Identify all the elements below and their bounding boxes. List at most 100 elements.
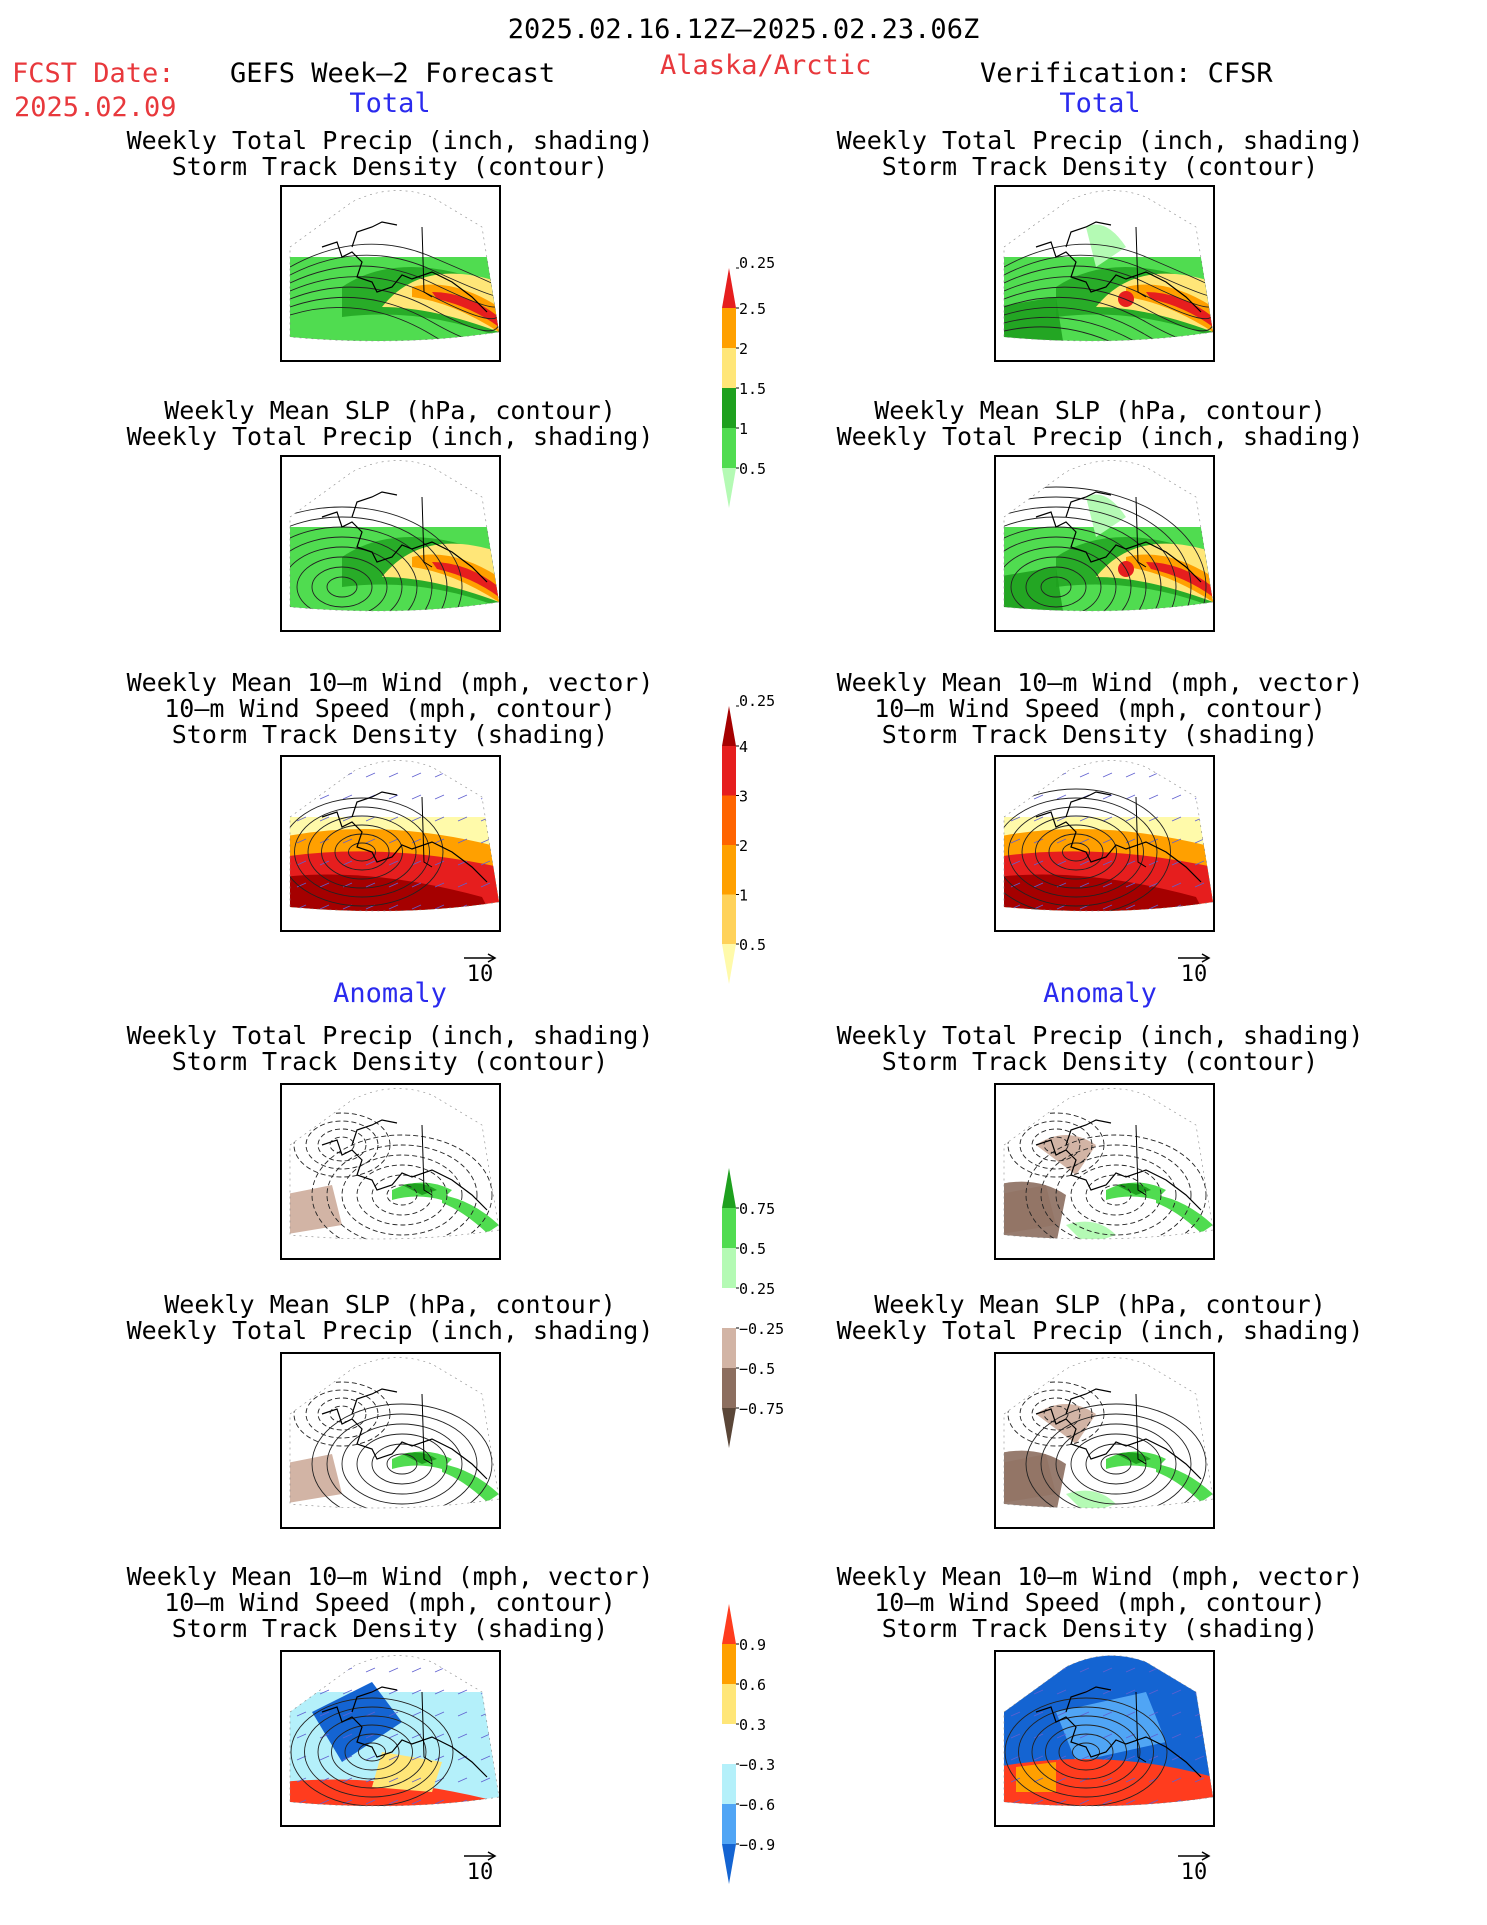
map-boundary [1003, 190, 1213, 342]
shading [290, 1779, 499, 1807]
title-r6-left-1: Weekly Mean 10–m Wind (mph, vector) [126, 1562, 654, 1591]
coastline [1035, 1139, 1202, 1211]
wind-vector [1079, 816, 1090, 822]
wind-vector [411, 882, 422, 888]
wind-vector [457, 816, 468, 822]
wind-vector [388, 1777, 399, 1783]
map-total-precip-verification [994, 185, 1215, 362]
colorbar-tick-label: 2 [739, 340, 748, 358]
map-anom-wind-forecast [280, 1650, 501, 1827]
contour-line [1004, 536, 1132, 612]
contour-line [1004, 326, 1213, 342]
wind-vector [319, 1689, 330, 1695]
arrow-head [1201, 953, 1211, 963]
wind-vector [457, 794, 468, 800]
contour-line [305, 1120, 379, 1170]
wind-vector [1194, 860, 1205, 866]
wind-vector [319, 794, 330, 800]
border-line [1135, 1393, 1147, 1465]
wind-vector [1033, 882, 1044, 888]
wind-vector [388, 772, 399, 778]
wind-vector [1010, 1777, 1021, 1783]
coastline [321, 1408, 488, 1480]
contour-line [1070, 1433, 1162, 1495]
contour-line [1035, 824, 1117, 880]
wind-vector [1171, 1689, 1182, 1695]
contour-line [334, 833, 390, 871]
colorbar-tick-label: 1 [739, 887, 748, 905]
map-anom-slp-verification [994, 1352, 1215, 1529]
wind-vector [1194, 1733, 1205, 1739]
wind-vector [1171, 794, 1182, 800]
shading [1004, 1181, 1066, 1240]
wind-vector [342, 1667, 353, 1673]
colorbar-tick-label: −0.25 [739, 1320, 784, 1338]
wind-vector [434, 1667, 445, 1673]
wind-vector [1010, 816, 1021, 822]
vector-reference-r6-right: 10 [1174, 1848, 1214, 1888]
wind-vector [411, 1799, 422, 1805]
wind-vector [388, 1667, 399, 1673]
wind-vector [1079, 1799, 1090, 1805]
contour-line [386, 1184, 418, 1206]
wind-vector [342, 794, 353, 800]
map-total-slp-forecast [280, 455, 501, 632]
map-total-wind-forecast [280, 755, 501, 932]
section-anomaly-right: Anomaly [1043, 978, 1157, 1009]
contour-line [311, 1134, 493, 1240]
title-r2-left-2: Weekly Total Precip (inch, shading) [126, 422, 654, 451]
wind-vector [1033, 904, 1044, 910]
wind-vector [1079, 1711, 1090, 1717]
fcst-date-value: 2025.02.09 [14, 92, 177, 123]
wind-vector [411, 1755, 422, 1761]
colorbar-swatch [722, 308, 736, 348]
contour-line [356, 1433, 448, 1495]
wind-vector [1102, 1777, 1113, 1783]
coastline [321, 511, 488, 583]
border-line [421, 796, 433, 868]
wind-vector [1056, 1777, 1067, 1783]
wind-vector [480, 1667, 491, 1673]
contour-line [1004, 307, 1213, 342]
wind-vector [434, 794, 445, 800]
contour-line [1007, 1381, 1105, 1447]
wind-vector [457, 1733, 468, 1739]
colorbar-tick-label: −0.6 [739, 1796, 775, 1814]
arrow-head [487, 953, 497, 963]
colorbar-swatch [722, 468, 736, 508]
contour-line [1019, 1120, 1093, 1170]
wind-vector [319, 1755, 330, 1761]
coastline [351, 791, 398, 818]
colorbar-swatch [722, 1288, 736, 1328]
coastline [1065, 1388, 1112, 1415]
shading [1146, 292, 1213, 327]
colorbar-tick-label: 1 [739, 420, 748, 438]
coastline [351, 221, 398, 248]
shading [442, 1195, 499, 1233]
title-r4-right-2: Storm Track Density (contour) [881, 1047, 1319, 1076]
contour-line [1031, 1715, 1141, 1789]
border-line [421, 226, 433, 298]
wind-vector [1148, 1667, 1159, 1673]
contour-line [290, 536, 418, 612]
wind-vector [1056, 1755, 1067, 1761]
wind-vector [342, 1777, 353, 1783]
title-r6-right-2: 10–m Wind Speed (mph, contour) [874, 1588, 1326, 1617]
wind-vector [434, 838, 445, 844]
wind-vector [296, 860, 307, 866]
wind-vector [457, 1689, 468, 1695]
border-line [421, 1691, 433, 1763]
title-r4-left-1: Weekly Total Precip (inch, shading) [126, 1021, 654, 1050]
colorbar-swatch [722, 746, 736, 796]
wind-vector [1148, 1799, 1159, 1805]
title-r1-left-1: Weekly Total Precip (inch, shading) [126, 126, 654, 155]
coastline [1065, 791, 1112, 818]
wind-vector [319, 1733, 330, 1739]
vector-reference-label: 10 [1180, 962, 1208, 987]
coastline [1035, 811, 1202, 883]
contour-line [329, 1405, 355, 1423]
wind-vector [411, 1689, 422, 1695]
wind-vector [1171, 1667, 1182, 1673]
shading [1156, 1195, 1213, 1233]
contour-line [1100, 1184, 1132, 1206]
